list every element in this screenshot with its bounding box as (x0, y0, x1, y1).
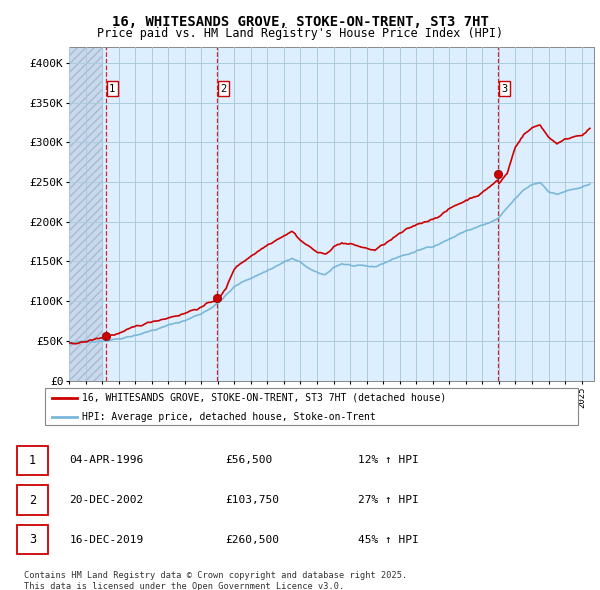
Text: 16-DEC-2019: 16-DEC-2019 (70, 535, 144, 545)
Text: 1: 1 (109, 84, 115, 94)
FancyBboxPatch shape (17, 486, 48, 514)
Text: £56,500: £56,500 (225, 455, 272, 465)
Text: 2: 2 (220, 84, 227, 94)
Text: 2: 2 (29, 493, 36, 507)
Text: £260,500: £260,500 (225, 535, 279, 545)
Text: £103,750: £103,750 (225, 495, 279, 505)
Bar (69, 47, 102, 381)
Text: Contains HM Land Registry data © Crown copyright and database right 2025.
This d: Contains HM Land Registry data © Crown c… (24, 571, 407, 590)
Text: 3: 3 (501, 84, 508, 94)
Text: Price paid vs. HM Land Registry's House Price Index (HPI): Price paid vs. HM Land Registry's House … (97, 27, 503, 40)
Text: 45% ↑ HPI: 45% ↑ HPI (358, 535, 418, 545)
Text: 16, WHITESANDS GROVE, STOKE-ON-TRENT, ST3 7HT (detached house): 16, WHITESANDS GROVE, STOKE-ON-TRENT, ST… (83, 393, 447, 403)
FancyBboxPatch shape (17, 445, 48, 475)
FancyBboxPatch shape (17, 525, 48, 555)
Text: 3: 3 (29, 533, 36, 546)
Text: 12% ↑ HPI: 12% ↑ HPI (358, 455, 418, 465)
FancyBboxPatch shape (45, 388, 578, 425)
Text: HPI: Average price, detached house, Stoke-on-Trent: HPI: Average price, detached house, Stok… (83, 412, 376, 421)
Text: 20-DEC-2002: 20-DEC-2002 (70, 495, 144, 505)
Text: 16, WHITESANDS GROVE, STOKE-ON-TRENT, ST3 7HT: 16, WHITESANDS GROVE, STOKE-ON-TRENT, ST… (112, 15, 488, 30)
Text: 1: 1 (29, 454, 36, 467)
Text: 27% ↑ HPI: 27% ↑ HPI (358, 495, 418, 505)
Text: 04-APR-1996: 04-APR-1996 (70, 455, 144, 465)
